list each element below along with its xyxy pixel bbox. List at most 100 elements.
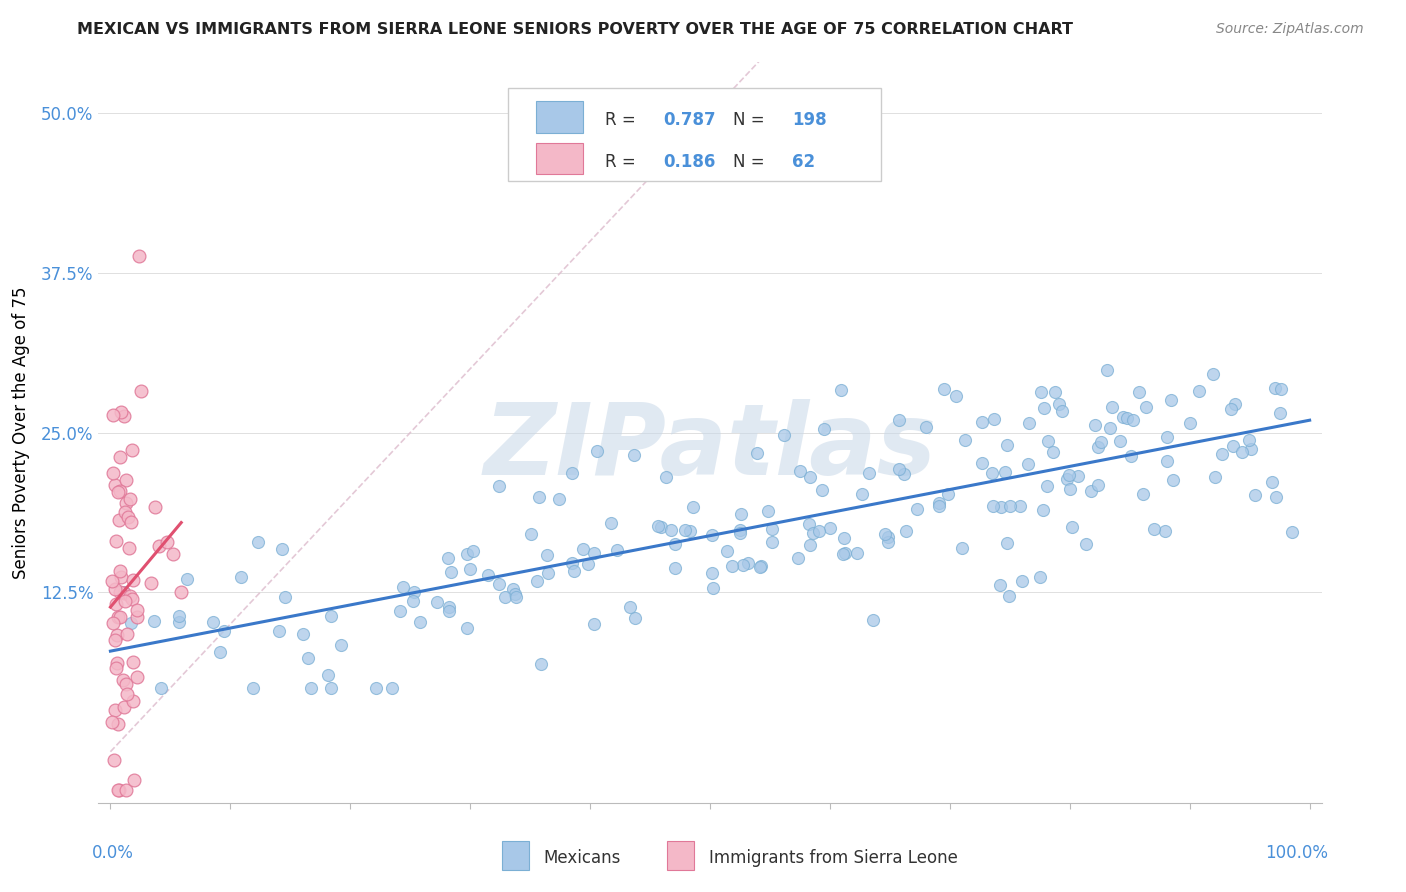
Point: [905, 501, 928, 516]
Point: [1132, 487, 1154, 501]
Point: [953, 434, 976, 448]
Point: [246, 535, 269, 549]
Point: [242, 681, 264, 695]
Point: [458, 562, 481, 576]
Point: [873, 526, 896, 541]
Point: [1204, 470, 1226, 484]
Point: [981, 466, 1004, 480]
Text: 0.787: 0.787: [664, 112, 716, 129]
Point: [502, 582, 524, 597]
Point: [700, 566, 723, 580]
Text: 198: 198: [792, 112, 827, 129]
Point: [110, 585, 132, 599]
Point: [851, 487, 873, 501]
Point: [748, 560, 770, 574]
Point: [104, 582, 127, 596]
Point: [1087, 477, 1109, 491]
Point: [1080, 483, 1102, 498]
Point: [747, 446, 769, 460]
Point: [120, 615, 142, 630]
Point: [101, 408, 124, 422]
Point: [121, 443, 143, 458]
Point: [576, 558, 599, 572]
Point: [104, 478, 127, 492]
Point: [858, 466, 880, 480]
Point: [117, 541, 139, 555]
Point: [664, 537, 686, 551]
Text: 0.186: 0.186: [664, 153, 716, 171]
Point: [952, 541, 974, 556]
Point: [1265, 490, 1288, 504]
Point: [1156, 454, 1178, 468]
Point: [1042, 445, 1064, 459]
Bar: [536, 144, 583, 174]
Text: Source: ZipAtlas.com: Source: ZipAtlas.com: [1216, 22, 1364, 37]
Point: [1143, 523, 1166, 537]
Point: [831, 547, 853, 561]
Point: [894, 524, 917, 538]
Point: [526, 574, 548, 588]
Point: [887, 413, 910, 427]
Point: [1121, 449, 1143, 463]
Point: [124, 772, 146, 787]
Point: [915, 420, 938, 434]
Point: [1240, 442, 1263, 456]
Point: [104, 633, 127, 648]
Point: [655, 469, 678, 483]
Text: MEXICAN VS IMMIGRANTS FROM SIERRA LEONE SENIORS POVERTY OVER THE AGE OF 75 CORRE: MEXICAN VS IMMIGRANTS FROM SIERRA LEONE …: [77, 22, 1073, 37]
Point: [267, 624, 290, 638]
Point: [761, 535, 783, 549]
Point: [887, 462, 910, 476]
Point: [125, 670, 148, 684]
Point: [103, 753, 125, 767]
Point: [1237, 434, 1260, 448]
Point: [1116, 411, 1139, 425]
Point: [1056, 472, 1078, 486]
Point: [787, 550, 810, 565]
Point: [928, 496, 950, 510]
Point: [623, 611, 645, 625]
Point: [619, 599, 641, 614]
Point: [561, 557, 583, 571]
Point: [127, 603, 149, 617]
Point: [107, 610, 129, 624]
Point: [761, 522, 783, 536]
Point: [564, 564, 586, 578]
Point: [107, 716, 129, 731]
Point: [456, 621, 478, 635]
Point: [299, 681, 322, 695]
Point: [673, 523, 696, 537]
Point: [582, 616, 605, 631]
Point: [212, 624, 235, 638]
Point: [1163, 473, 1185, 487]
Point: [1036, 478, 1059, 492]
Point: [1188, 384, 1211, 398]
Point: [661, 523, 683, 537]
Point: [108, 513, 131, 527]
Point: [503, 587, 526, 601]
Point: [108, 450, 131, 464]
Point: [392, 580, 415, 594]
Point: [1059, 482, 1081, 496]
Point: [586, 443, 609, 458]
Point: [1067, 468, 1090, 483]
Point: [845, 546, 868, 560]
Point: [409, 615, 432, 629]
Text: R =: R =: [605, 153, 641, 171]
Point: [107, 783, 129, 797]
Point: [599, 516, 621, 531]
Text: 0.0%: 0.0%: [93, 844, 134, 862]
Point: [1029, 385, 1052, 400]
Point: [440, 565, 463, 579]
Point: [167, 609, 190, 624]
Point: [104, 703, 127, 717]
Point: [877, 530, 900, 544]
Point: [1038, 434, 1060, 449]
Point: [143, 614, 166, 628]
Point: [983, 412, 1005, 426]
Point: [938, 487, 960, 501]
Point: [970, 456, 993, 470]
Point: [388, 604, 411, 618]
Point: [728, 524, 751, 538]
Point: [274, 590, 297, 604]
